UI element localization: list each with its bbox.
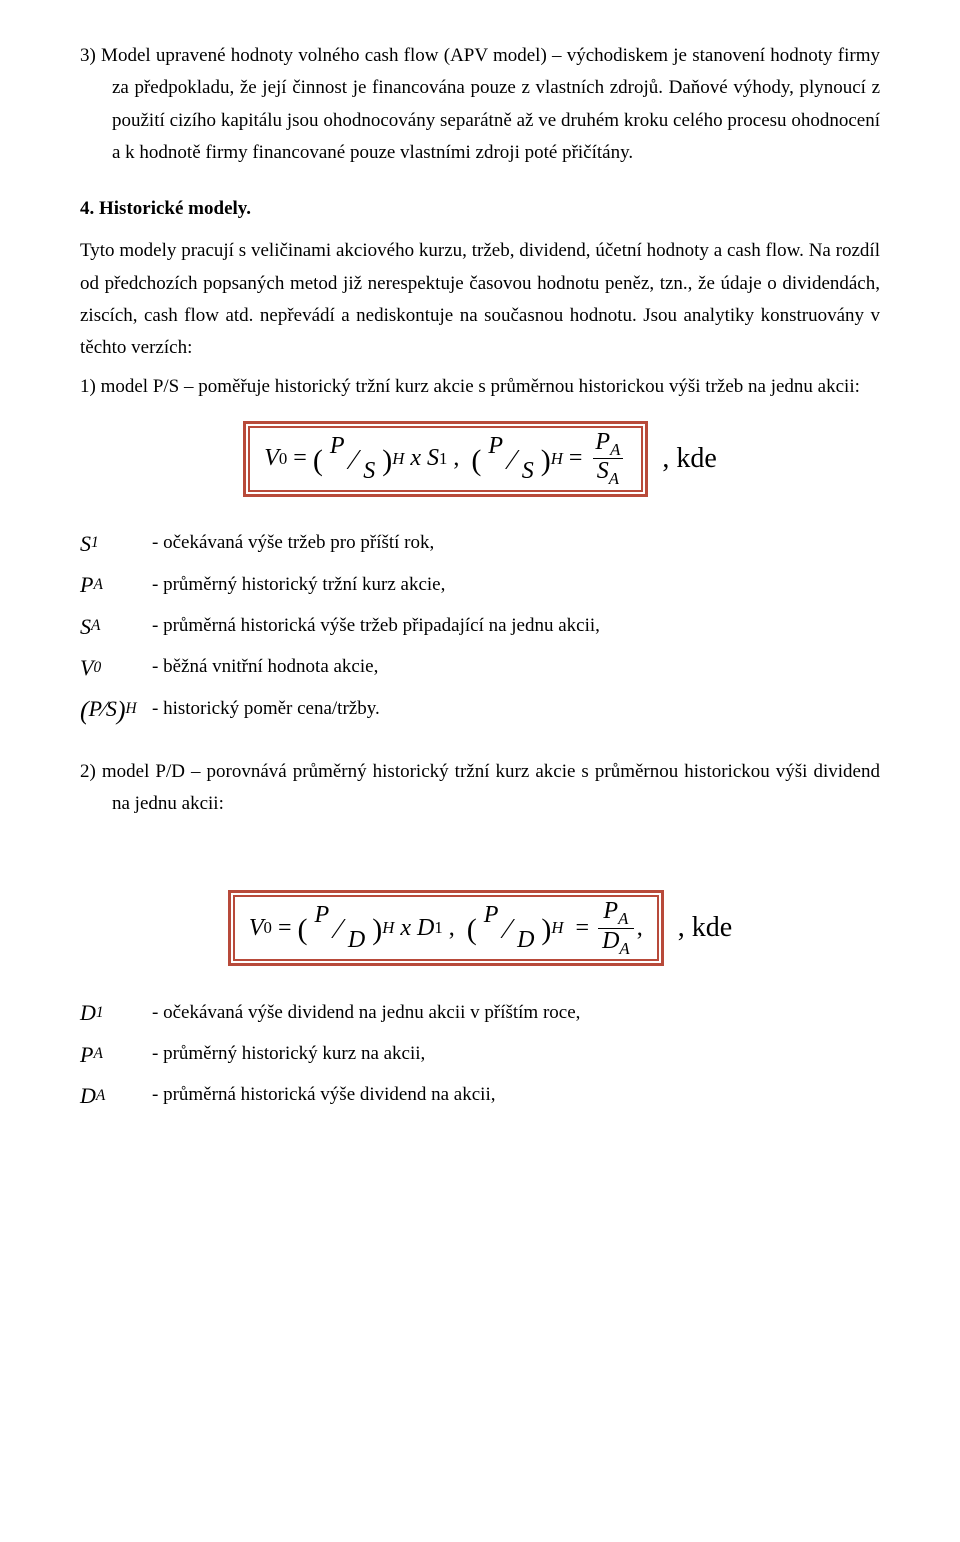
def-row: ( P⁄S )H - historický poměr cena/tržby. — [80, 690, 880, 727]
def-row: S1 - očekávaná výše tržeb pro příští rok… — [80, 525, 880, 562]
def-symbol-psh: ( P⁄S )H — [80, 690, 152, 727]
document-page: 3) Model upravené hodnoty volného cash f… — [0, 0, 960, 1178]
heading-historic-models: 4. Historické modely. — [80, 193, 880, 225]
definitions-pd: D1 - očekávaná výše dividend na jednu ak… — [80, 994, 880, 1114]
def-symbol-d1: D1 — [80, 994, 152, 1031]
def-symbol-da: DA — [80, 1077, 152, 1114]
def-row: PA - průměrný historický tržní kurz akci… — [80, 566, 880, 603]
definitions-ps: S1 - očekávaná výše tržeb pro příští rok… — [80, 525, 880, 728]
def-symbol-pa2: PA — [80, 1036, 152, 1073]
list-item-model-ps: 1) model P/S – poměřuje historický tržní… — [80, 371, 880, 403]
def-symbol-s1: S1 — [80, 525, 152, 562]
def-text: - průměrná historická výše tržeb připada… — [152, 612, 600, 641]
def-row: D1 - očekávaná výše dividend na jednu ak… — [80, 994, 880, 1031]
paragraph-apv-model: 3) Model upravené hodnoty volného cash f… — [80, 40, 880, 169]
def-text: - průměrný historický tržní kurz akcie, — [152, 571, 445, 600]
def-row: V0 - běžná vnitřní hodnota akcie, — [80, 649, 880, 686]
def-text: - běžná vnitřní hodnota akcie, — [152, 653, 378, 682]
formula-ps: V0 = ( P ⁄ S )H x S1 , ( P ⁄ S )H = PA S… — [80, 421, 880, 497]
def-text: - průměrný historický kurz na akcii, — [152, 1040, 425, 1069]
formula-pd-box: V0 = ( P ⁄ D )H x D1 , ( P ⁄ D )H = PA D… — [228, 890, 664, 966]
kde-label-2: , kde — [678, 904, 732, 952]
def-symbol-sa: SA — [80, 608, 152, 645]
paragraph-historic-intro: Tyto modely pracují s veličinami akciové… — [80, 235, 880, 364]
formula-ps-box: V0 = ( P ⁄ S )H x S1 , ( P ⁄ S )H = PA S… — [243, 421, 648, 497]
def-text: - historický poměr cena/tržby. — [152, 695, 380, 724]
list-item-model-pd: 2) model P/D – porovnává průměrný histor… — [80, 756, 880, 821]
def-text: - průměrná historická výše dividend na a… — [152, 1081, 495, 1110]
def-row: DA - průměrná historická výše dividend n… — [80, 1077, 880, 1114]
kde-label-1: , kde — [662, 435, 716, 483]
def-text: - očekávaná výše dividend na jednu akcii… — [152, 999, 580, 1028]
formula-pd: V0 = ( P ⁄ D )H x D1 , ( P ⁄ D )H = PA D… — [80, 890, 880, 966]
def-text: - očekávaná výše tržeb pro příští rok, — [152, 529, 434, 558]
def-row: PA - průměrný historický kurz na akcii, — [80, 1036, 880, 1073]
def-row: SA - průměrná historická výše tržeb přip… — [80, 608, 880, 645]
def-symbol-v0: V0 — [80, 649, 152, 686]
def-symbol-pa: PA — [80, 566, 152, 603]
